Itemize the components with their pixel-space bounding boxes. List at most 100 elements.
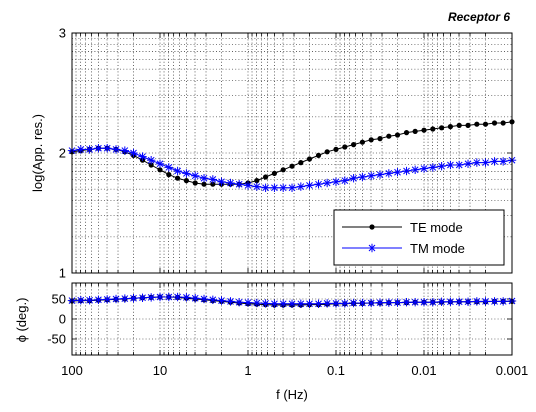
resistivity-te-point (394, 132, 401, 138)
resistivity-tm-point (472, 158, 482, 167)
phase-tm-point (94, 295, 103, 304)
resistivity-y-tick-label: 2 (59, 146, 66, 161)
phase-tm-point (85, 296, 94, 305)
phase-tm-point (367, 298, 376, 308)
resistivity-tm-point (446, 160, 455, 170)
resistivity-axes-box (71, 32, 513, 274)
phase-tm-point (129, 294, 138, 303)
resistivity-tm-point (331, 177, 341, 186)
resistivity-tm-point (120, 146, 130, 155)
phase-tm-point (472, 297, 482, 306)
resistivity-te-point (166, 172, 172, 178)
phase-axes-box (71, 282, 513, 356)
resistivity-te-point (474, 121, 480, 127)
resistivity-te-point (289, 163, 295, 169)
phase-tm-point (199, 294, 209, 304)
phase-tm-point (120, 294, 130, 303)
phase-tm-point (410, 298, 420, 307)
resistivity-te-point (465, 122, 471, 128)
phase-tm-point (155, 292, 165, 302)
resistivity-te-point (333, 146, 339, 152)
phase-tm-point (463, 297, 473, 306)
resistivity-te-point (482, 121, 489, 127)
resistivity-te-point (192, 180, 198, 186)
resistivity-te-point (271, 170, 278, 176)
phase-tm-point (279, 299, 288, 308)
resistivity-te-point (174, 175, 181, 181)
resistivity-tm-point (349, 174, 358, 183)
resistivity-te-point (201, 181, 207, 187)
phase-tm-point (322, 299, 332, 308)
resistivity-y-tick-label: 1 (59, 266, 66, 281)
legend-box (333, 209, 505, 266)
resistivity-tm-point (428, 163, 438, 172)
resistivity-te-point (262, 174, 269, 180)
phase-tm-point (498, 297, 508, 306)
resistivity-tm-point (498, 157, 508, 166)
resistivity-ticks: 1 2 3 (59, 26, 513, 281)
resistivity-tm-point (340, 176, 350, 185)
resistivity-tm-point (296, 182, 306, 191)
phase-tm-point (234, 298, 244, 307)
legend-tm-label: TM mode (410, 241, 465, 256)
resistivity-tm-point (481, 158, 490, 167)
phase-tm-point (173, 292, 182, 302)
resistivity-tm-point (322, 178, 332, 188)
phase-tm-point (146, 293, 156, 302)
resistivity-te-point (491, 120, 498, 126)
phase-plot-area (72, 283, 512, 355)
phase-tm-point (490, 297, 499, 306)
resistivity-tm-point (463, 159, 473, 168)
x-tick-label: 0.1 (327, 363, 345, 378)
resistivity-te-point (148, 162, 154, 168)
resistivity-tm-point (455, 160, 464, 170)
resistivity-tm-point (358, 172, 367, 182)
phase-tm-point (481, 297, 490, 306)
phase-tm-point (296, 299, 306, 308)
phase-tm-point (314, 299, 323, 308)
x-tick-label: 0.001 (496, 363, 529, 378)
x-axis-label: f (Hz) (276, 387, 308, 402)
resistivity-te-point (438, 125, 445, 131)
resistivity-te-point (280, 167, 286, 173)
phase-y-tick-label: -50 (47, 332, 66, 347)
resistivity-tm-point (243, 181, 253, 190)
phase-tm-point (358, 298, 367, 308)
phase-panel: 50 0 -50 100 10 1 0.1 0.01 0.001 ϕ (deg.) f (Hz) (14, 282, 529, 402)
x-tick-label: 0.01 (411, 363, 436, 378)
resistivity-tm-point (164, 163, 174, 172)
resistivity-tm-point (191, 171, 200, 180)
resistivity-tm-point (252, 182, 262, 191)
phase-tm-point (226, 297, 235, 306)
resistivity-te-point (350, 142, 357, 148)
phase-tm-point (208, 295, 218, 304)
resistivity-te-point (386, 133, 392, 139)
phase-tm-point (305, 299, 314, 308)
resistivity-tm-point (226, 178, 235, 188)
resistivity-tm-point (375, 170, 385, 179)
resistivity-te-point (254, 178, 260, 184)
resistivity-tm-point (85, 145, 94, 154)
phase-tm-point (164, 292, 174, 302)
resistivity-tm-point (314, 180, 323, 189)
resistivity-y-tick-label: 3 (59, 26, 66, 41)
resistivity-te-point (306, 156, 313, 162)
phase-tm-point (103, 295, 112, 304)
phase-tm-point (76, 296, 86, 305)
phase-tm-point (217, 296, 226, 305)
phase-tm-point (402, 298, 411, 307)
phase-tm-point (270, 299, 279, 308)
resistivity-tm-point (129, 148, 138, 158)
resistivity-tm-point (76, 145, 86, 154)
x-tick-label: 100 (61, 363, 83, 378)
x-tick-label: 1 (244, 363, 251, 378)
resistivity-tm-point (287, 183, 297, 192)
resistivity-tm-point (111, 145, 121, 154)
phase-tm-point (393, 298, 402, 307)
resistivity-y-axis-label: log(App. res.) (30, 114, 45, 192)
resistivity-tm-point (138, 152, 147, 161)
legend: TE mode TM mode (333, 209, 505, 266)
phase-tm-point (331, 299, 341, 308)
resistivity-tm-point (103, 144, 112, 153)
